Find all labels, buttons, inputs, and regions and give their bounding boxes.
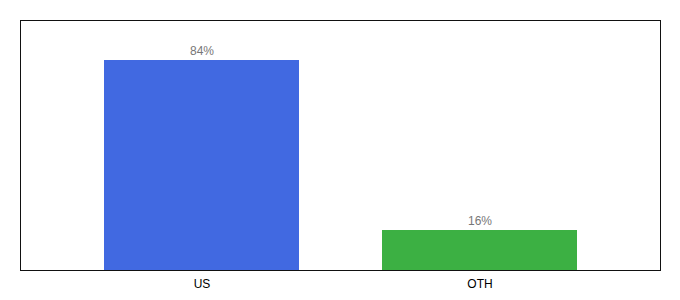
svg-text:16%: 16% bbox=[468, 214, 492, 228]
svg-text:OTH: OTH bbox=[467, 277, 492, 291]
svg-text:84%: 84% bbox=[190, 44, 214, 58]
svg-text:US: US bbox=[194, 277, 211, 291]
